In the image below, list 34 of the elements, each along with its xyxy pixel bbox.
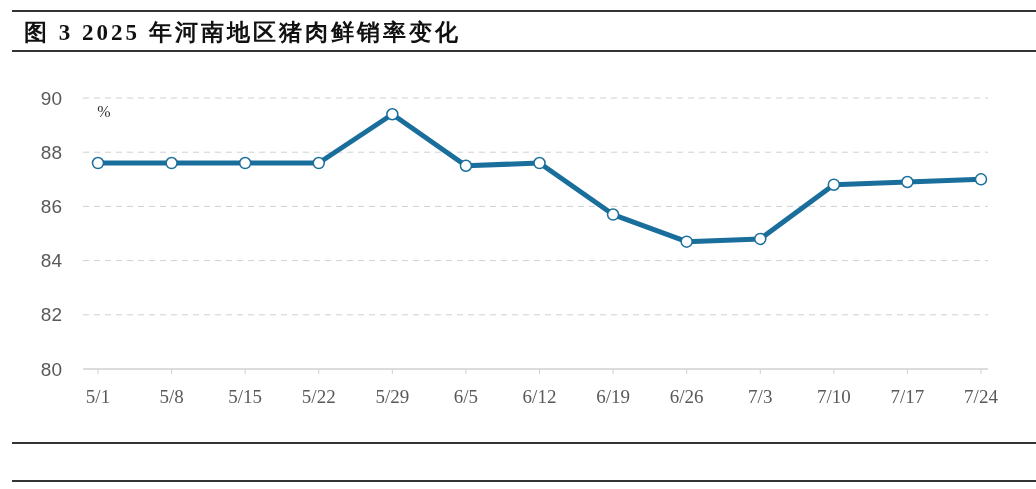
point — [901, 175, 914, 189]
point — [827, 178, 841, 191]
x-tick-label: 5/8 — [159, 386, 184, 407]
point — [680, 235, 693, 248]
x-tick-label: 6/19 — [596, 386, 630, 407]
y-tick-label: 90 — [40, 87, 62, 109]
point — [754, 232, 767, 246]
x-tick-label: 7/3 — [748, 386, 773, 407]
x-tick-label: 7/10 — [816, 386, 851, 407]
y-tick-label: 82 — [40, 304, 62, 326]
point — [91, 156, 105, 170]
x-tick-label: 6/5 — [453, 386, 479, 407]
y-axis-title: % — [97, 103, 111, 120]
point — [386, 108, 399, 121]
x-tick-label: 7/24 — [964, 386, 999, 407]
point — [533, 156, 546, 170]
point — [459, 159, 473, 172]
chart-title: 图 3 2025 年河南地区猪肉鲜销率变化 — [24, 19, 461, 45]
point — [238, 156, 252, 170]
x-tick-label: 5/15 — [228, 386, 263, 407]
x-tick-label: 6/12 — [522, 386, 557, 407]
y-tick-label: 88 — [40, 141, 62, 163]
x-tick-label: 7/17 — [890, 386, 925, 407]
point — [974, 173, 988, 186]
point — [606, 208, 620, 221]
y-tick-label: 86 — [40, 196, 62, 218]
point — [165, 156, 178, 170]
x-tick-label: 5/1 — [85, 386, 111, 407]
y-tick-label: 80 — [40, 358, 62, 380]
x-tick-label: 6/26 — [669, 386, 704, 407]
x-tick-label: 5/22 — [301, 386, 336, 407]
y-tick-label: 84 — [40, 250, 63, 272]
point — [312, 156, 325, 170]
x-tick-label: 5/29 — [375, 386, 410, 407]
